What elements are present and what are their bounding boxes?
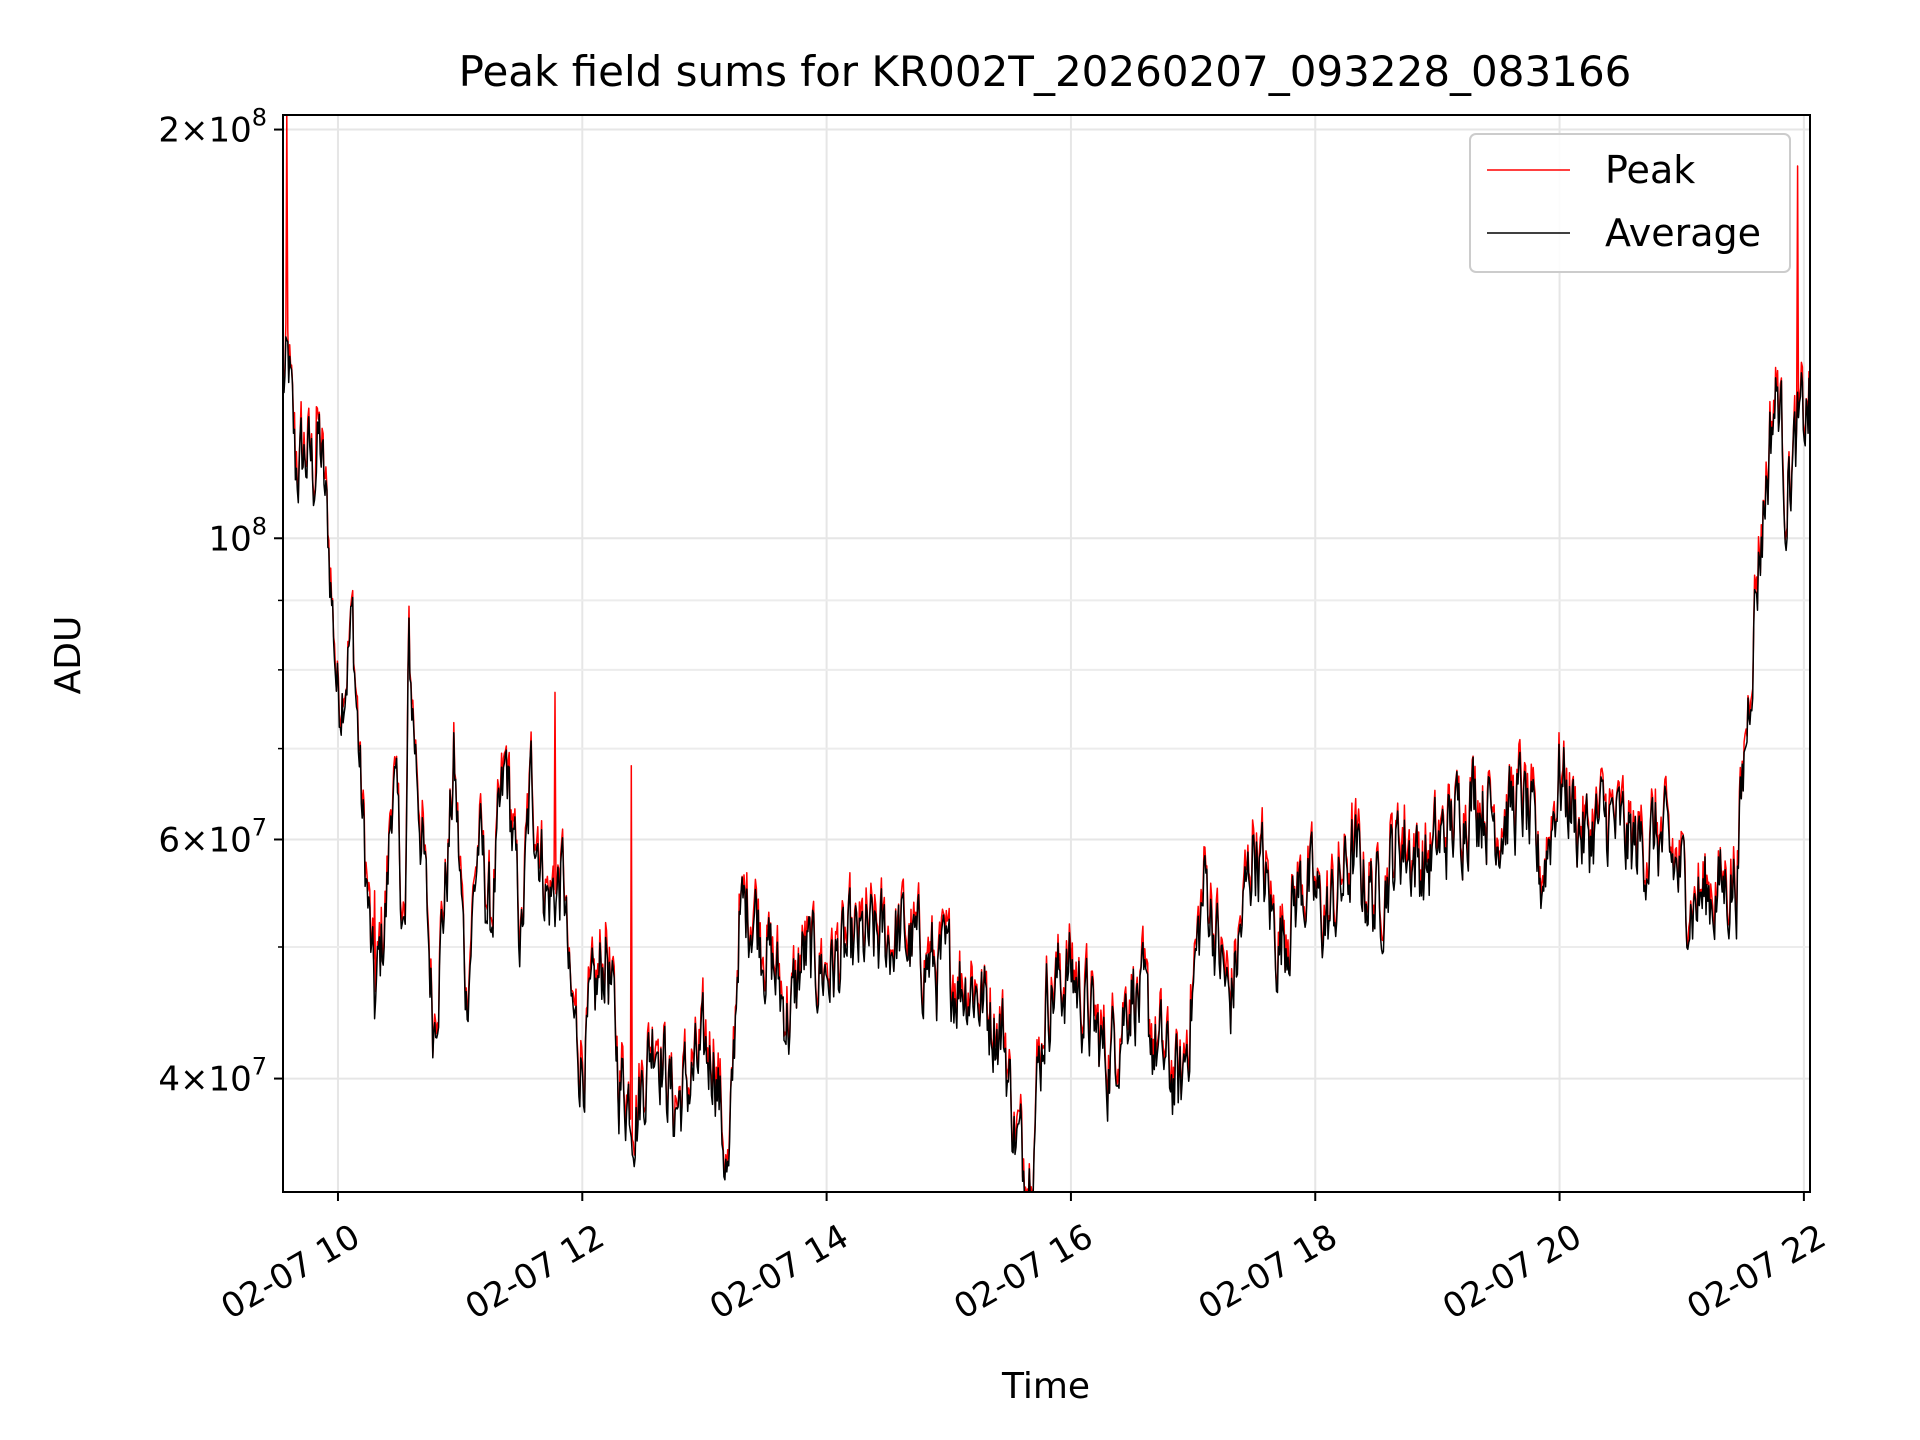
x-axis-label: Time: [1001, 1366, 1090, 1407]
y-axis-ticks: 4×107 6×107 108 2×108: [158, 104, 283, 1100]
y-axis-label: ADU: [48, 616, 89, 695]
y-tick-label: 6×107: [158, 813, 267, 860]
y-tick-label: 2×108: [158, 104, 267, 151]
legend-box: [1469, 133, 1791, 273]
chart-title: Peak field sums for KR002T_20260207_0932…: [459, 47, 1632, 96]
legend-peak-label: Peak: [1605, 148, 1695, 192]
series-group: [283, 115, 1810, 1192]
legend-average-label: Average: [1605, 211, 1761, 255]
series-line-average: [283, 336, 1810, 1192]
y-tick-label: 4×107: [158, 1053, 267, 1100]
y-tick-label: 108: [208, 512, 267, 559]
plot-frame: [282, 114, 1811, 1193]
legend: Peak Average: [1469, 133, 1791, 273]
